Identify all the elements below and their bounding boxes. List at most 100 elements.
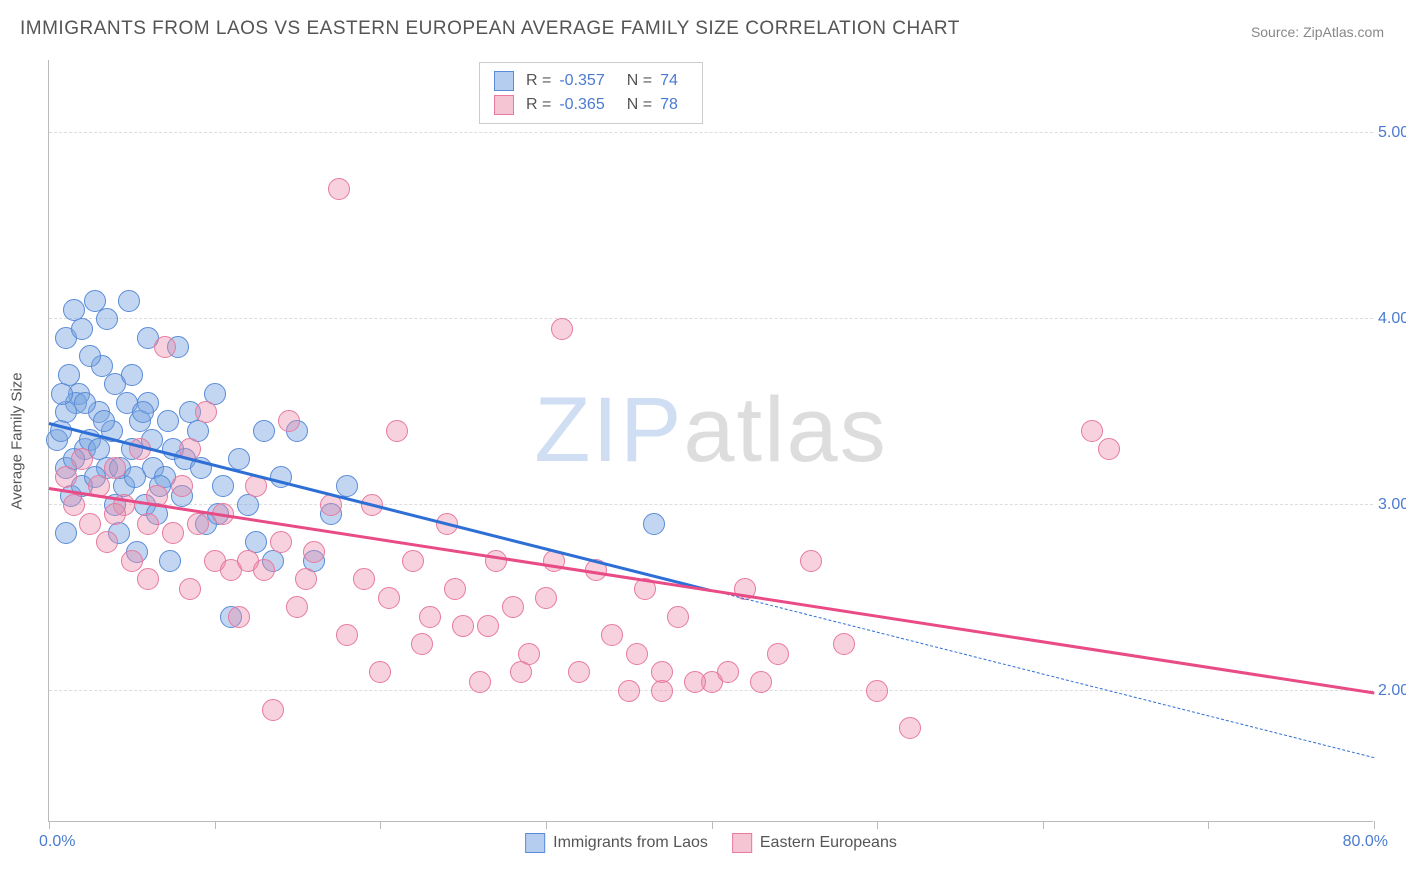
data-point	[162, 522, 184, 544]
data-point	[899, 717, 921, 739]
x-axis-min-label: 0.0%	[39, 833, 75, 851]
r-value-laos: -0.357	[559, 72, 604, 90]
data-point	[124, 466, 146, 488]
data-point	[568, 661, 590, 683]
swatch-laos	[494, 71, 514, 91]
data-point	[104, 503, 126, 525]
swatch-laos-bottom	[525, 833, 545, 853]
data-point	[717, 661, 739, 683]
gridline	[49, 318, 1373, 319]
data-point	[132, 401, 154, 423]
data-point	[74, 392, 96, 414]
data-point	[55, 522, 77, 544]
legend-label-eeu: Eastern Europeans	[760, 834, 897, 852]
n-value-laos: 74	[660, 72, 678, 90]
data-point	[452, 615, 474, 637]
data-point	[137, 568, 159, 590]
data-point	[96, 531, 118, 553]
x-axis-max-label: 80.0%	[1343, 833, 1388, 851]
trendline	[49, 487, 1374, 694]
y-tick-label: 3.00	[1378, 496, 1406, 514]
data-point	[159, 550, 181, 572]
data-point	[402, 550, 424, 572]
legend-item-eeu: Eastern Europeans	[732, 833, 897, 853]
x-tick	[49, 821, 50, 829]
data-point	[79, 513, 101, 535]
data-point	[253, 559, 275, 581]
data-point	[353, 568, 375, 590]
y-tick-label: 5.00	[1378, 124, 1406, 142]
data-point	[411, 633, 433, 655]
data-point	[1081, 420, 1103, 442]
data-point	[157, 410, 179, 432]
legend-stats-row-eeu: R = -0.365 N = 78	[494, 93, 688, 117]
x-tick	[712, 821, 713, 829]
data-point	[121, 550, 143, 572]
data-point	[295, 568, 317, 590]
data-point	[171, 475, 193, 497]
data-point	[419, 606, 441, 628]
data-point	[378, 587, 400, 609]
data-point	[667, 606, 689, 628]
data-point	[651, 680, 673, 702]
n-value-eeu: 78	[660, 96, 678, 114]
data-point	[767, 643, 789, 665]
data-point	[270, 531, 292, 553]
legend-label-laos: Immigrants from Laos	[553, 834, 708, 852]
data-point	[187, 513, 209, 535]
data-point	[55, 401, 77, 423]
legend-item-laos: Immigrants from Laos	[525, 833, 708, 853]
data-point	[369, 661, 391, 683]
data-point	[63, 494, 85, 516]
data-point	[502, 596, 524, 618]
data-point	[626, 643, 648, 665]
data-point	[551, 318, 573, 340]
data-point	[55, 466, 77, 488]
data-point	[684, 671, 706, 693]
swatch-eeu-bottom	[732, 833, 752, 853]
y-tick-label: 4.00	[1378, 310, 1406, 328]
trendline-extension	[711, 590, 1374, 758]
data-point	[118, 290, 140, 312]
x-tick	[546, 821, 547, 829]
watermark: ZIPatlas	[534, 378, 887, 483]
data-point	[137, 513, 159, 535]
data-point	[444, 578, 466, 600]
data-point	[278, 410, 300, 432]
r-label: R =	[526, 72, 551, 90]
data-point	[228, 448, 250, 470]
legend-stats-row-laos: R = -0.357 N = 74	[494, 69, 688, 93]
data-point	[104, 457, 126, 479]
data-point	[93, 410, 115, 432]
data-point	[51, 383, 73, 405]
data-point	[800, 550, 822, 572]
x-tick	[877, 821, 878, 829]
swatch-eeu	[494, 95, 514, 115]
y-axis-label: Average Family Size	[9, 372, 26, 509]
data-point	[643, 513, 665, 535]
data-point	[228, 606, 250, 628]
data-point	[1098, 438, 1120, 460]
scatter-chart: ZIPatlas Average Family Size R = -0.357 …	[48, 60, 1373, 822]
n-label: N =	[627, 72, 652, 90]
data-point	[477, 615, 499, 637]
data-point	[79, 345, 101, 367]
data-point	[336, 475, 358, 497]
data-point	[71, 318, 93, 340]
data-point	[328, 178, 350, 200]
data-point	[833, 633, 855, 655]
data-point	[601, 624, 623, 646]
data-point	[96, 308, 118, 330]
data-point	[253, 420, 275, 442]
data-point	[618, 680, 640, 702]
data-point	[535, 587, 557, 609]
x-tick	[1208, 821, 1209, 829]
data-point	[750, 671, 772, 693]
data-point	[485, 550, 507, 572]
legend-stats-box: R = -0.357 N = 74 R = -0.365 N = 78	[479, 62, 703, 124]
r-value-eeu: -0.365	[559, 96, 604, 114]
r-label: R =	[526, 96, 551, 114]
data-point	[71, 448, 93, 470]
data-point	[866, 680, 888, 702]
source-label: Source: ZipAtlas.com	[1251, 24, 1384, 40]
